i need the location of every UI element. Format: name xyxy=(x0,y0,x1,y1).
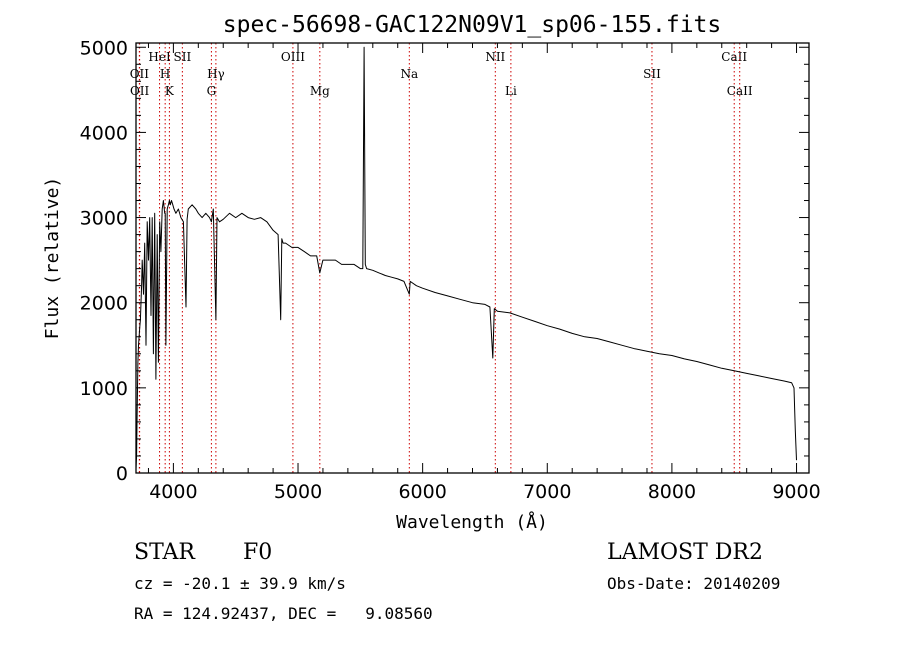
line-label-10: Na xyxy=(400,67,418,81)
x-axis-label: Wavelength (Å) xyxy=(396,511,548,533)
x-tick-label-2: 6000 xyxy=(398,481,446,503)
object-class: STAR xyxy=(134,540,195,565)
line-label-7: G xyxy=(207,84,217,98)
spectral-type: F0 xyxy=(243,540,273,565)
line-label-12: Li xyxy=(505,84,517,98)
plot-frame xyxy=(135,42,810,474)
y-tick-label-0: 0 xyxy=(116,463,128,485)
line-label-3: H xyxy=(160,67,170,81)
ra-dec: RA = 124.92437, DEC = 9.08560 xyxy=(134,604,433,623)
line-label-4: K xyxy=(165,84,175,98)
line-label-9: Mg xyxy=(310,84,330,98)
line-label-14: CaII xyxy=(721,50,747,64)
x-tick-label-3: 7000 xyxy=(523,481,571,503)
line-label-6: Hγ xyxy=(207,67,225,81)
y-tick-label-2: 2000 xyxy=(80,293,128,315)
spectrum-series xyxy=(135,46,797,469)
x-tick-label-0: 4000 xyxy=(149,481,197,503)
spectrum-line-0 xyxy=(135,46,797,469)
line-label-8: OIII xyxy=(281,50,305,64)
axis-ticks: 4000 5000 6000 7000 8000 9000 0 1000 2000 3000 400… xyxy=(80,37,821,503)
survey-name: LAMOST DR2 xyxy=(607,540,763,565)
y-axis-label: Flux (relative) xyxy=(42,177,63,340)
x-tick-label-4: 8000 xyxy=(648,481,696,503)
x-tick-label-5: 9000 xyxy=(772,481,820,503)
spectral-line-markers: OII OII HeI HK SII Hγ G OIII Mg Na NII Li SII CaII CaI… xyxy=(130,43,753,473)
y-tick-label-5: 5000 xyxy=(80,37,128,59)
line-label-5: SII xyxy=(174,50,192,64)
y-tick-label-1: 1000 xyxy=(80,378,128,400)
x-tick-label-1: 5000 xyxy=(274,481,322,503)
obs-date: Obs-Date: 20140209 xyxy=(607,574,781,593)
line-label-1: OII xyxy=(130,84,150,98)
line-label-0: OII xyxy=(130,67,150,81)
y-tick-label-4: 4000 xyxy=(80,122,128,144)
line-label-2: HeI xyxy=(148,50,171,64)
y-tick-label-3: 3000 xyxy=(80,208,128,230)
line-label-15: CaII xyxy=(727,84,753,98)
redshift-cz: cz = -20.1 ± 39.9 km/s xyxy=(134,574,346,593)
chart-title: spec-56698-GAC122N09V1_sp06-155.fits xyxy=(223,12,722,38)
line-label-11: NII xyxy=(485,50,505,64)
line-label-13: SII xyxy=(643,67,661,81)
